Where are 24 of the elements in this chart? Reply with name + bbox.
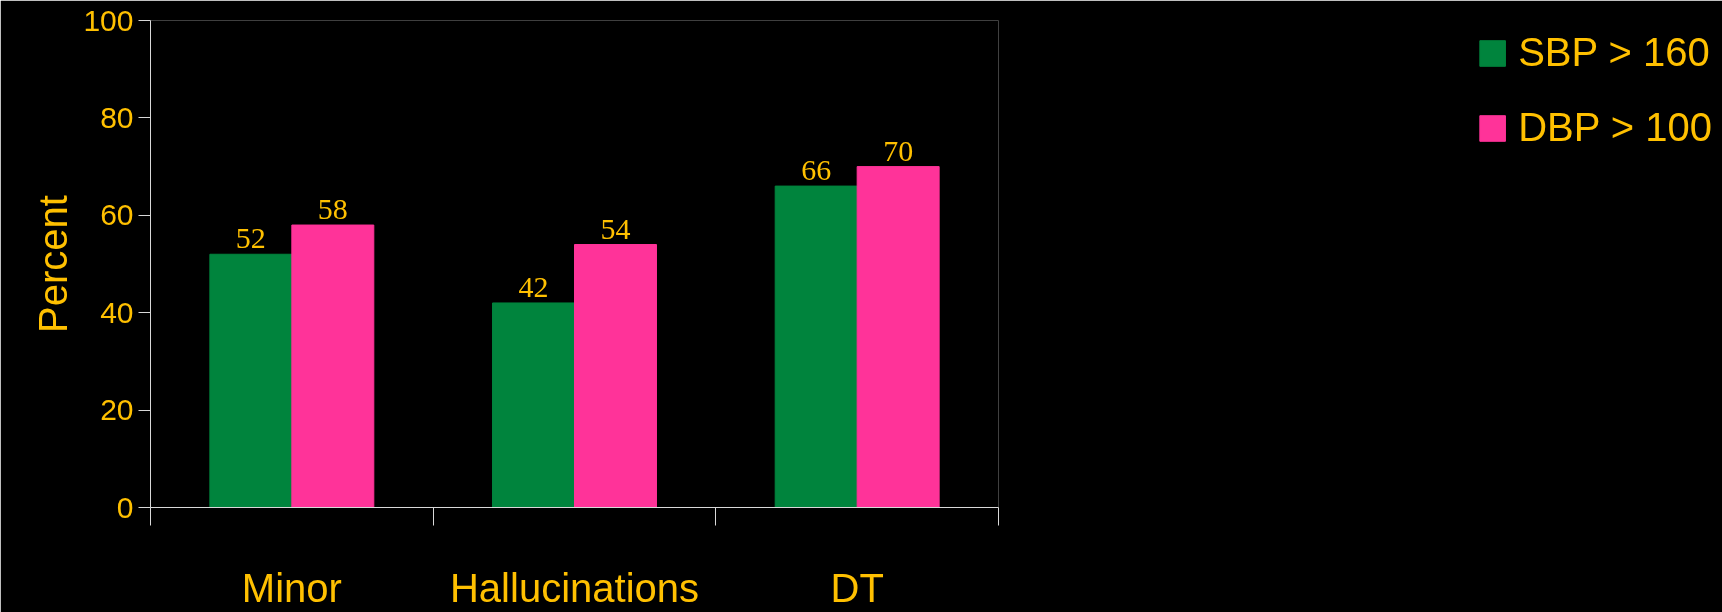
y-tick-label: 40 [100,295,134,329]
bar [574,244,657,508]
data-label: 58 [317,192,348,226]
x-tick-label: DT [830,565,884,610]
bar [774,185,858,508]
y-tick-label: 60 [100,198,134,232]
y-axis-title: Percent [31,195,76,333]
y-tick-label: 20 [100,393,134,427]
bar [856,166,940,508]
data-label: 54 [600,211,631,245]
data-label: 70 [883,133,914,167]
y-tick-label: 0 [116,490,134,524]
y-tick-label: 80 [100,100,134,134]
legend-label: SBP > 160 [1518,30,1710,75]
x-tick-label: Hallucinations [449,565,700,610]
data-label: 66 [801,153,832,187]
bar [209,253,293,508]
x-tick-label: Minor [241,565,342,610]
y-tick-label: 100 [83,3,134,37]
bar [291,224,375,508]
data-label: 42 [518,269,549,303]
data-label: 52 [235,221,266,255]
legend-label: DBP > 100 [1518,105,1712,150]
bar [492,302,575,508]
